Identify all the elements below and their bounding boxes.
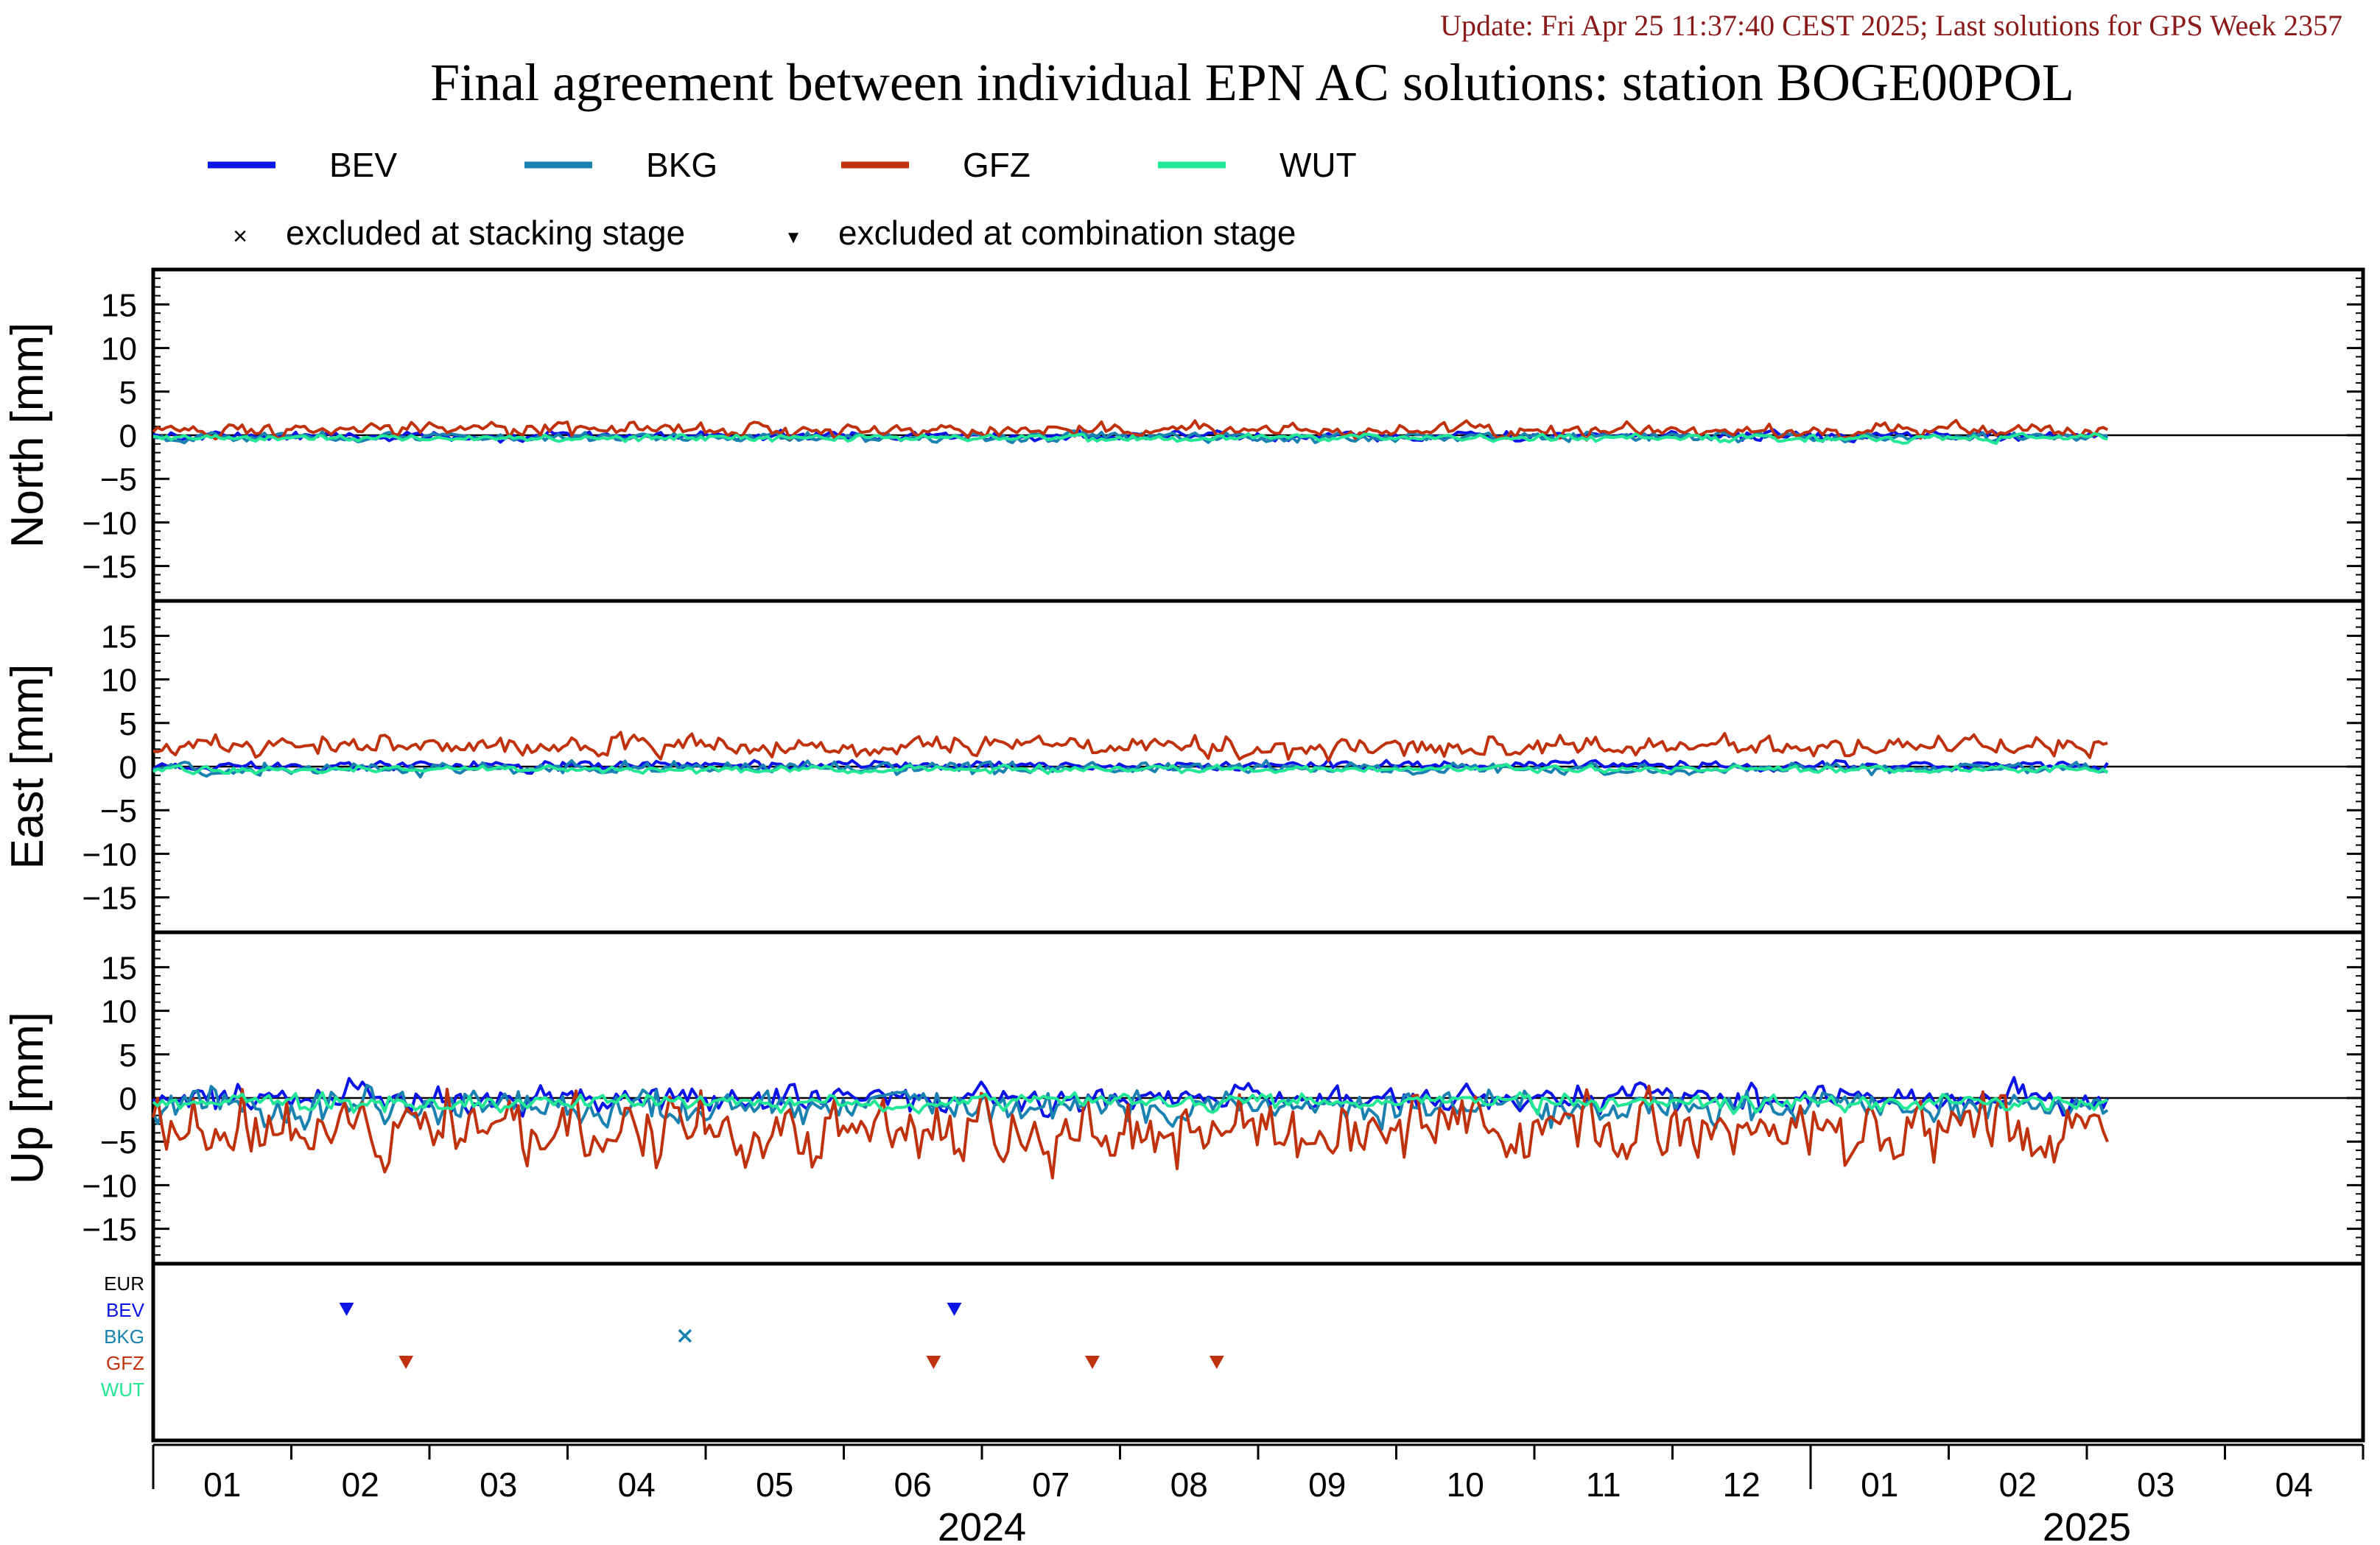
x-tick-label: 02 [1999,1465,2037,1504]
series-line-wut [152,762,2109,775]
legend-label-gfz: GFZ [963,146,1031,184]
x-tick-label: 03 [2137,1465,2174,1504]
exclusion-marker-combination [399,1356,414,1369]
y-tick-label: 15 [101,950,137,986]
x-axis: 01 02 03 04 05 06 07 08 09 10 11 12 01 02 03 04 2024 2025 [152,1443,2365,1545]
y-axis-label: East [mm] [2,664,53,869]
legend-label-wut: WUT [1279,146,1357,184]
x-tick-label: 05 [756,1465,793,1504]
y-tick-label: −5 [100,1125,137,1161]
y-tick-label: −15 [82,881,137,917]
update-line: Update: Fri Apr 25 11:37:40 CEST 2025; L… [1440,9,2342,42]
series-line-gfz [152,418,2108,442]
series-line-wut [152,432,2108,446]
panels: 15 10 5 0 −5 −10 −15 North [mm] 15 10 5 0 −5 −10 −15 Ea… [2,267,2365,1266]
panel-north: 15 10 5 0 −5 −10 −15 North [mm] [2,267,2365,603]
x-tick-label: 02 [342,1465,379,1504]
y-tick-label: −5 [100,793,137,829]
x-year-label: 2025 [2043,1505,2131,1545]
legend-combination-label: excluded at combination stage [838,214,1296,252]
exclusion-panel: EUR BEV BKG GFZ WUT [101,1261,2365,1443]
x-tick-label: 01 [1861,1465,1898,1504]
y-tick-label: 10 [101,663,137,699]
y-tick-label: 0 [119,418,137,454]
y-tick-label: 15 [101,619,137,655]
y-tick-label: 0 [119,1081,137,1117]
x-tick-label: 11 [1586,1465,1621,1504]
x-tick-label: 01 [203,1465,241,1504]
x-year-label: 2024 [938,1505,1026,1545]
y-tick-label: 0 [119,750,137,786]
y-tick-label: −5 [100,462,137,498]
y-tick-label: 10 [101,994,137,1030]
y-tick-label: 5 [119,706,137,742]
legend: BEV BKG GFZ WUT × excluded at stacking stage ▼… [208,146,1357,252]
x-tick-label: 08 [1170,1465,1208,1504]
panel-up: 15 10 5 0 −5 −10 −15 Up [mm] [2,930,2365,1266]
exclusion-marker-stacking [678,1328,692,1343]
exclusion-marker-combination [1085,1356,1100,1369]
exclusion-marker-combination [339,1303,354,1316]
legend-label-bkg: BKG [646,146,717,184]
y-tick-label: −10 [82,1168,137,1204]
series-line-gfz [152,731,2108,763]
exclusion-row-label-gfz: GFZ [106,1352,144,1374]
y-tick-label: −15 [82,549,137,585]
exclusion-marker-combination [947,1303,962,1316]
y-axis-label: North [mm] [2,323,53,549]
y-tick-label: 5 [119,375,137,411]
y-tick-label: −15 [82,1212,137,1248]
exclusion-row-label-wut: WUT [101,1379,144,1401]
x-tick-label: 12 [1723,1465,1761,1504]
legend-stacking-label: excluded at stacking stage [286,214,685,252]
y-tick-label: 10 [101,331,137,367]
exclusion-row-label-eur: EUR [104,1273,144,1295]
exclusion-marker-combination [926,1356,941,1369]
exclusion-row-label-bkg: BKG [104,1326,144,1348]
x-tick-label: 04 [618,1465,656,1504]
x-tick-label: 03 [480,1465,517,1504]
x-tick-label: 07 [1032,1465,1070,1504]
legend-label-bev: BEV [329,146,397,184]
x-tick-label: 06 [894,1465,932,1504]
x-tick-label: 04 [2275,1465,2313,1504]
x-tick-label: 10 [1447,1465,1484,1504]
exclusion-row-label-bev: BEV [106,1299,145,1321]
legend-stacking-symbol: × [233,222,248,250]
panel-east: 15 10 5 0 −5 −10 −15 East [mm] [2,599,2365,935]
legend-combination-symbol: ▼ [784,228,802,247]
y-axis-label: Up [mm] [2,1012,53,1184]
exclusion-marker-combination [1209,1356,1224,1369]
chart-title: Final agreement between individual EPN A… [430,53,2074,112]
y-tick-label: −10 [82,837,137,873]
series-line-wut [152,1091,2108,1116]
series-line-gfz [152,1084,2109,1180]
y-tick-label: 15 [101,287,137,323]
y-tick-label: 5 [119,1038,137,1074]
x-tick-label: 09 [1308,1465,1346,1504]
exclusion-frame [151,1261,2365,1443]
series-line-bkg [152,1083,2109,1131]
y-tick-label: −10 [82,505,137,541]
